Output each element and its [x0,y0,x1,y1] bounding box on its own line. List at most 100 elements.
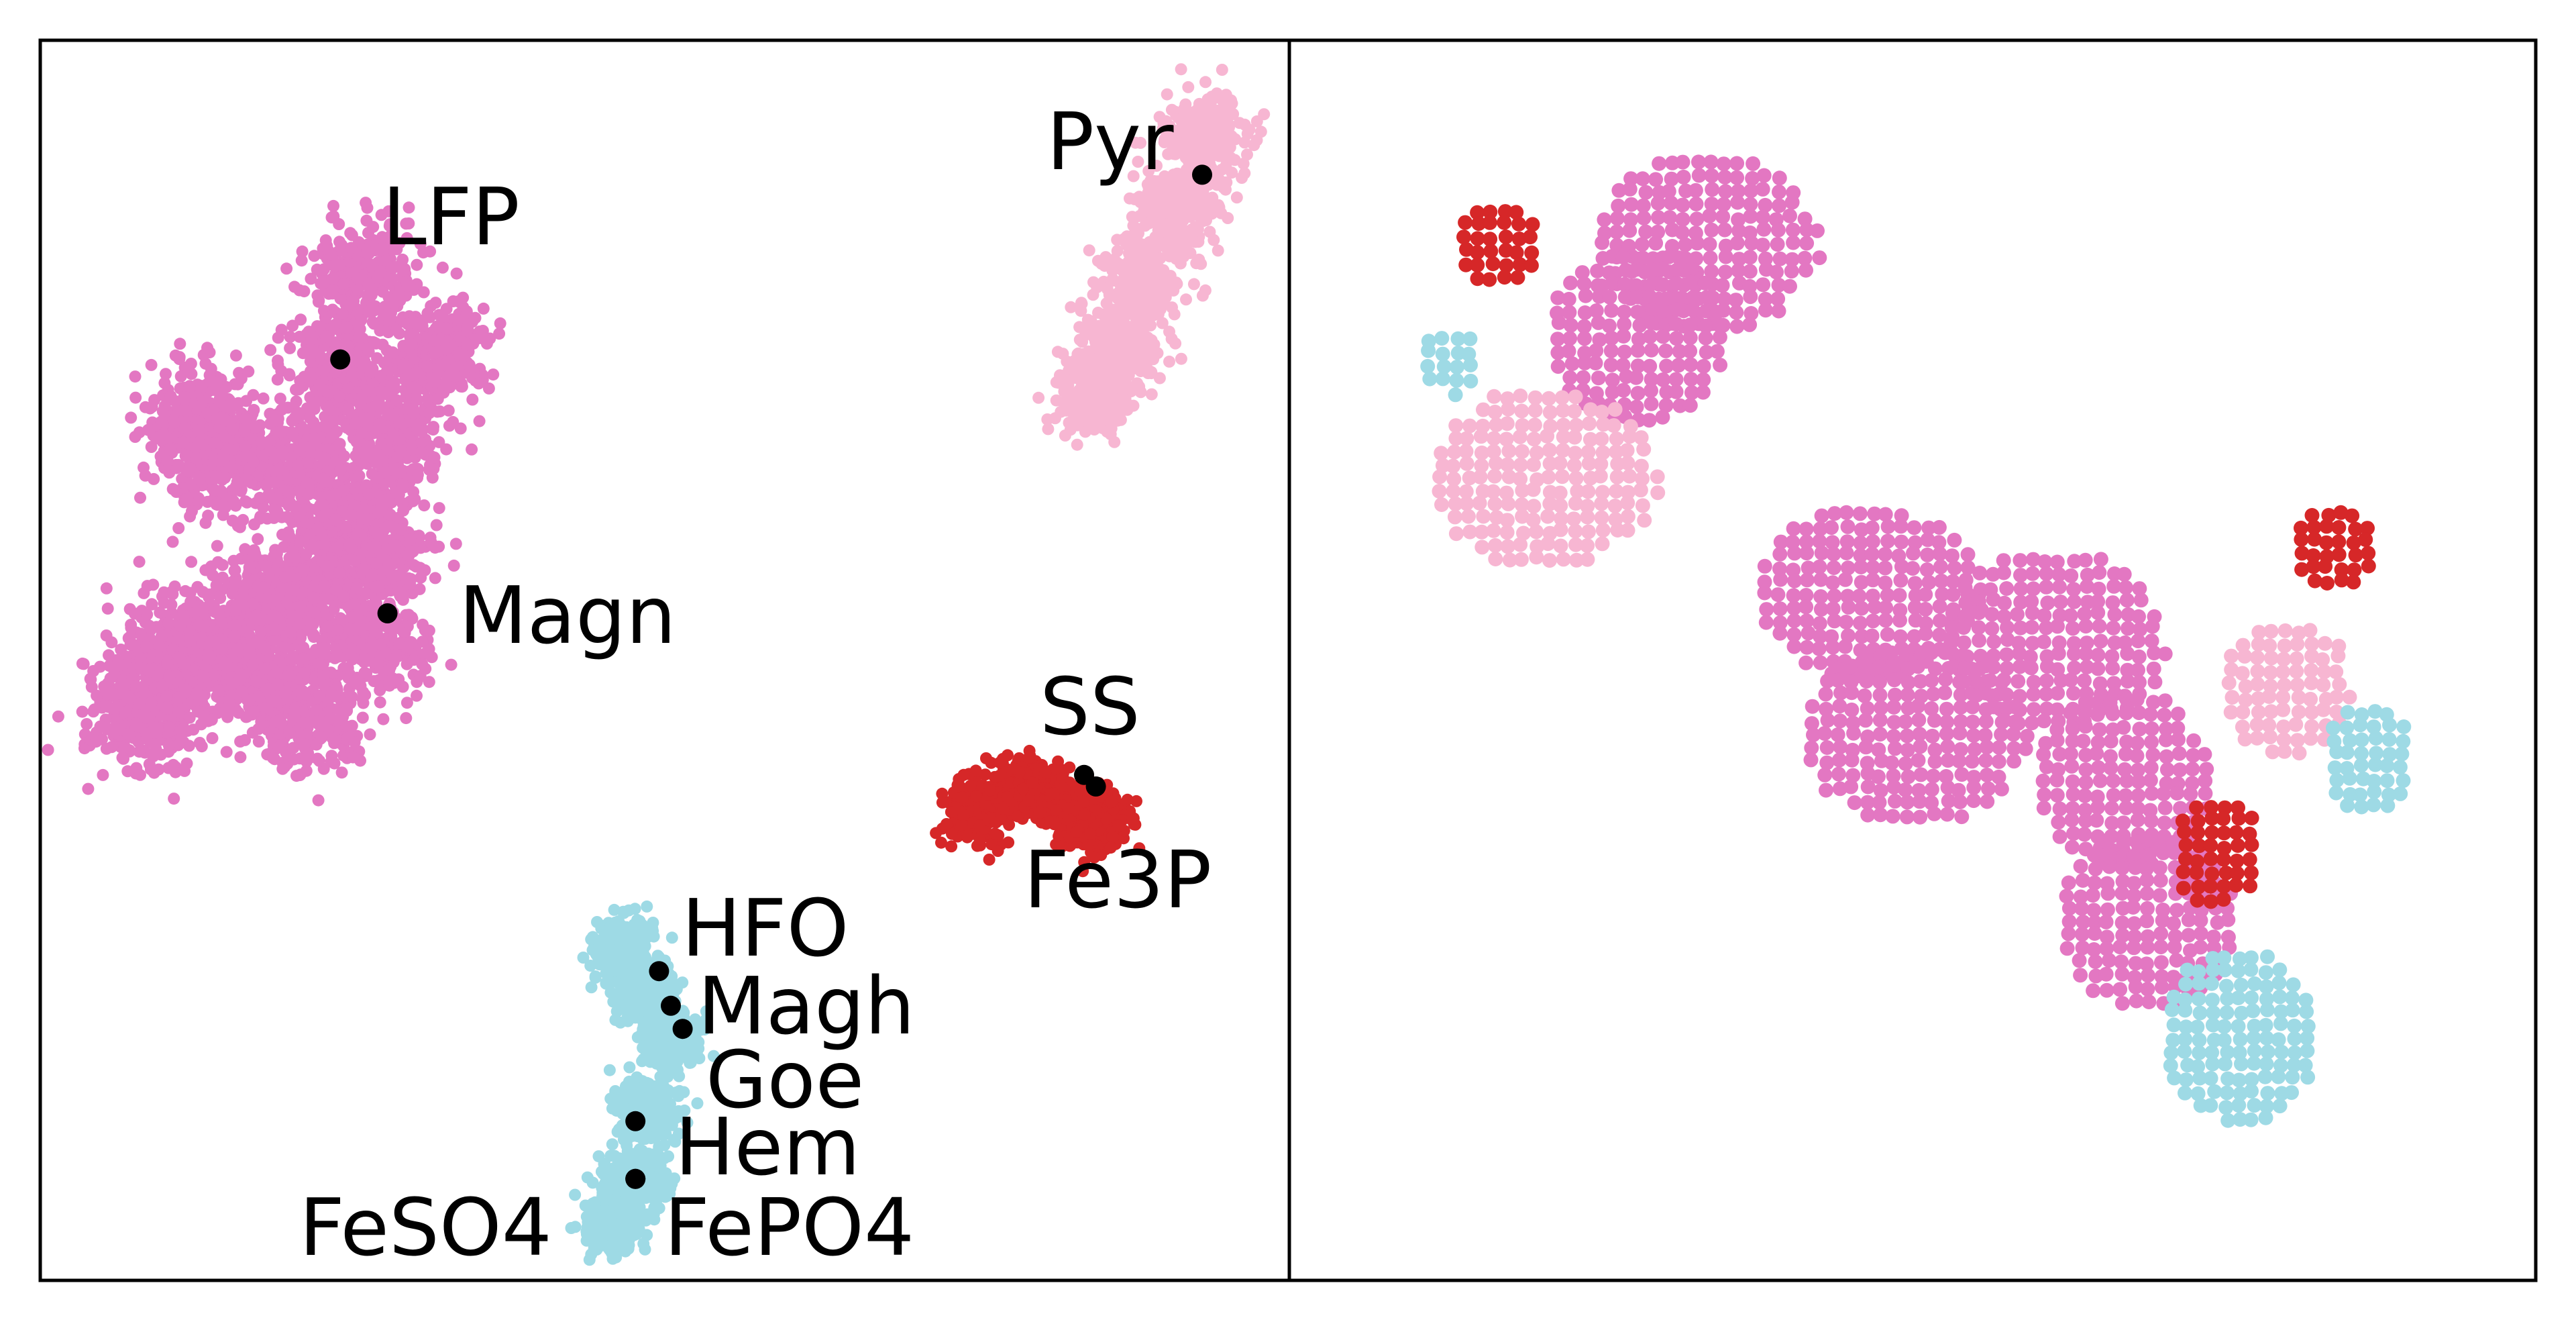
cluster-point [163,721,176,734]
cluster-point [249,421,262,434]
cluster-point [1180,176,1193,188]
cluster-point [455,380,468,393]
cluster-point [327,199,339,212]
cluster-point [231,476,244,489]
cluster-point [366,259,378,272]
cluster-point [392,569,405,582]
cluster-point [193,473,206,486]
cluster-point [281,511,293,523]
cluster-point [384,520,396,533]
cluster-point [275,403,288,416]
cluster-point [348,598,361,610]
cluster-point [270,492,282,505]
cluster-point [397,504,410,517]
cluster-point [218,656,231,668]
cluster-point [255,719,268,731]
cluster-point [197,620,210,633]
cluster-point [480,334,493,347]
cluster-point [267,752,279,764]
cluster-point [272,358,284,371]
cluster-point [1230,191,1243,204]
cluster-point [313,657,326,670]
cluster-point [243,642,256,655]
cluster-point [133,746,146,758]
cluster-point [466,393,479,406]
cluster-point [270,415,282,427]
cluster-point [447,559,460,572]
cluster-point [42,744,54,756]
cluster-point [311,320,323,333]
cluster-point [341,662,354,674]
cluster-point [392,289,405,301]
cluster-point [289,500,302,513]
cluster-point [441,342,453,354]
cluster-point [180,683,193,696]
cluster-point [295,254,308,267]
cluster-point [345,242,358,254]
cluster-point [178,658,191,670]
cluster-point [173,353,186,365]
cluster-point [142,423,154,436]
cluster-point [313,378,326,391]
cluster-point [423,624,435,637]
cluster-point [461,338,474,351]
cluster-point [344,648,357,660]
cluster-point [360,588,372,601]
cluster-point [1216,64,1228,76]
cluster-point [286,427,299,440]
cluster-point [430,519,443,531]
cluster-point [100,582,113,595]
cluster-point [358,666,371,679]
cluster-point [216,643,229,656]
cluster-point [396,478,409,491]
cluster-point [423,676,435,689]
cluster-point [84,672,97,685]
cluster-point [313,295,325,307]
cluster-point [411,424,423,437]
cluster-point [461,325,474,338]
cluster-point [453,348,466,361]
cluster-point [179,405,192,417]
cluster-point [400,217,413,230]
cluster-point [390,648,402,661]
cluster-point [322,593,334,605]
cluster-point [294,536,307,548]
cluster-point [150,726,163,739]
cluster-point [343,623,356,635]
cluster-point [416,658,429,670]
cluster-point [138,461,150,474]
cluster-point [210,469,223,482]
cluster-point [274,393,286,405]
cluster-point [268,503,280,515]
cluster-point [178,391,191,404]
cluster-point [312,794,325,807]
cluster-point [90,735,103,748]
cluster-point [319,234,332,247]
cluster-point [204,650,217,662]
cluster-point [378,466,390,479]
cluster-point [135,627,147,640]
cluster-point [268,695,280,708]
cluster-point [373,418,386,431]
cluster-point [405,338,418,350]
cluster-point [365,569,378,582]
cluster-point [284,626,297,639]
cluster-point [349,417,362,429]
cluster-point [184,635,197,648]
cluster-point [338,450,350,462]
cluster-point [366,315,379,328]
cluster-point [1180,293,1192,306]
cluster-point [487,368,500,381]
cluster-point [301,477,313,490]
cluster-point [248,518,260,531]
cluster-point [305,272,317,285]
cluster-point [298,688,311,701]
cluster-point [321,560,333,572]
cluster-point [372,395,385,407]
cluster-point [309,432,321,445]
cluster-point [284,670,297,682]
cluster-point [177,436,190,449]
cluster-point [317,716,329,729]
